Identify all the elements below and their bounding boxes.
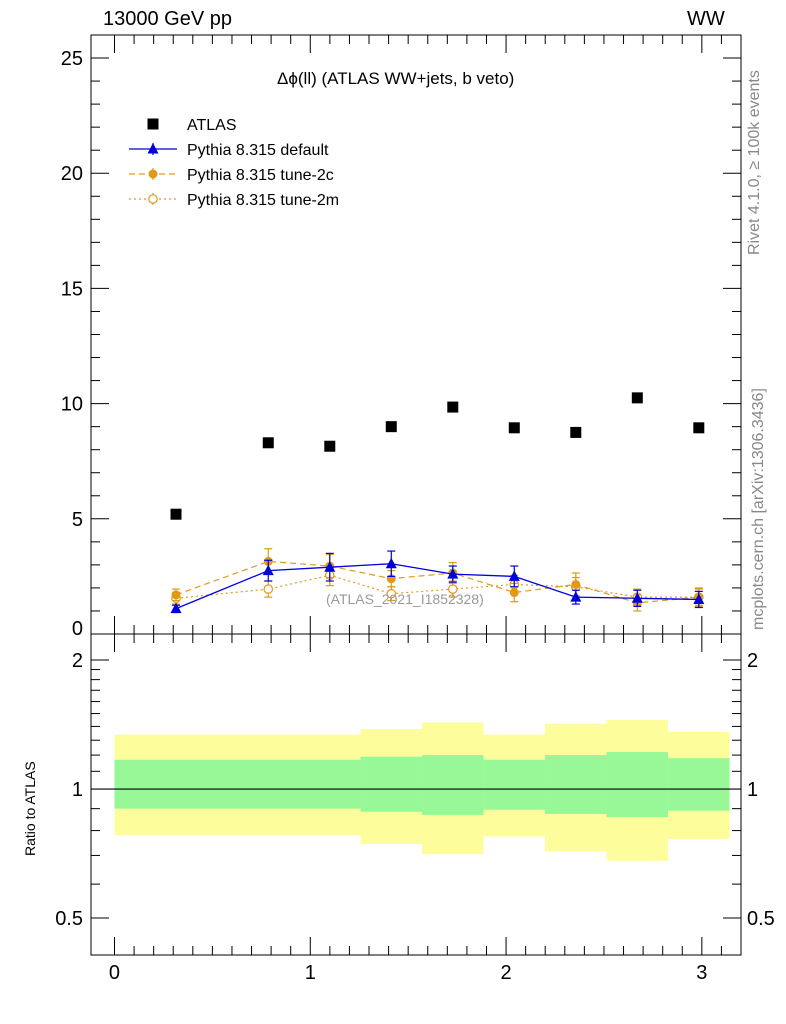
- ratio-y-tick-label-right: 2: [747, 650, 758, 672]
- legend: ATLAS Pythia 8.315 default Pythia 8.315 tu…: [129, 117, 339, 209]
- ratio-stat-band: [114, 759, 299, 809]
- data-point: [170, 602, 182, 614]
- analysis-watermark: (ATLAS_2021_I1852328): [326, 591, 484, 607]
- legend-marker: [148, 194, 158, 204]
- data-point: [386, 588, 397, 599]
- legend-entry-label: Pythia 8.315 default: [187, 142, 329, 159]
- ratio-stat-band: [606, 752, 669, 818]
- ratio-stat-band: [360, 756, 423, 812]
- x-tick-label: 2: [500, 962, 511, 984]
- y-tick-label: 10: [61, 394, 83, 416]
- data-point: [447, 401, 459, 413]
- series-atlas: [170, 392, 705, 520]
- legend-entry-label: Pythia 8.315 tune-2m: [187, 192, 339, 209]
- y-tick-label: 5: [72, 509, 83, 531]
- x-tick-label: 1: [305, 962, 316, 984]
- y-tick-label: 15: [61, 278, 83, 300]
- data-point: [509, 588, 519, 598]
- series-layer: [170, 392, 705, 614]
- data-point: [385, 557, 397, 569]
- legend-marker: [147, 118, 159, 130]
- ratio-bands: [91, 719, 741, 861]
- data-point: [262, 564, 274, 576]
- data-point: [631, 392, 643, 404]
- data-point: [508, 422, 520, 434]
- ratio-y-tick-label-right: 1: [747, 779, 758, 801]
- ratio-stat-band: [545, 755, 607, 814]
- data-point: [263, 584, 274, 594]
- energy-label: 13000 GeV pp: [103, 8, 232, 30]
- ratio-stat-band: [422, 755, 484, 815]
- data-point: [171, 590, 181, 600]
- legend-marker: [148, 169, 158, 179]
- y-tick-label: 0: [72, 618, 83, 640]
- y-tick-label: 20: [61, 163, 83, 185]
- data-point: [571, 579, 581, 589]
- ratio-stat-band: [668, 758, 730, 811]
- data-point: [693, 422, 705, 434]
- ratio-stat-band: [483, 759, 546, 810]
- ratio-y-tick-label: 1: [72, 779, 83, 801]
- y-tick-label: 25: [61, 48, 83, 70]
- data-point: [324, 440, 336, 452]
- ratio-panel-frame: [90, 633, 742, 956]
- data-point: [631, 592, 643, 603]
- ratio-y-tick-label: 0.5: [55, 908, 83, 930]
- x-tick-label: 0: [109, 962, 120, 984]
- data-point: [508, 570, 520, 581]
- data-point: [447, 584, 458, 594]
- data-point: [170, 508, 182, 520]
- ratio-y-tick-label: 2: [72, 650, 83, 672]
- axis-ticks: 0 5 10 15 20 25 0 1 2 3 0.5 0.5 1 1 2 2: [55, 35, 775, 984]
- ratio-y-tick-label-right: 0.5: [747, 908, 775, 930]
- legend-entry-label: Pythia 8.315 tune-2c: [187, 167, 334, 184]
- chart-title: Δϕ(ll) (ATLAS WW+jets, b veto): [277, 69, 515, 88]
- legend-entry-label: ATLAS: [187, 117, 237, 134]
- ratio-stat-band: [299, 759, 361, 809]
- mcplots-source-label: mcplots.cern.ch [arXiv:1306.3436]: [750, 388, 767, 630]
- legend-marker: [147, 143, 159, 154]
- process-label: WW: [687, 8, 725, 30]
- data-point: [324, 561, 336, 572]
- data-point: [447, 568, 459, 579]
- data-point: [693, 593, 705, 604]
- x-tick-label: 3: [696, 962, 707, 984]
- ratio-y-axis-label: Ratio to ATLAS: [22, 761, 38, 856]
- series-pythia-8-315-default: [170, 550, 705, 614]
- data-point: [262, 437, 274, 449]
- plot-frames: [90, 34, 742, 956]
- data-point: [385, 421, 397, 433]
- rivet-version-label: Rivet 4.1.0, ≥ 100k events: [746, 70, 763, 255]
- data-point: [570, 426, 582, 438]
- data-point: [570, 591, 582, 602]
